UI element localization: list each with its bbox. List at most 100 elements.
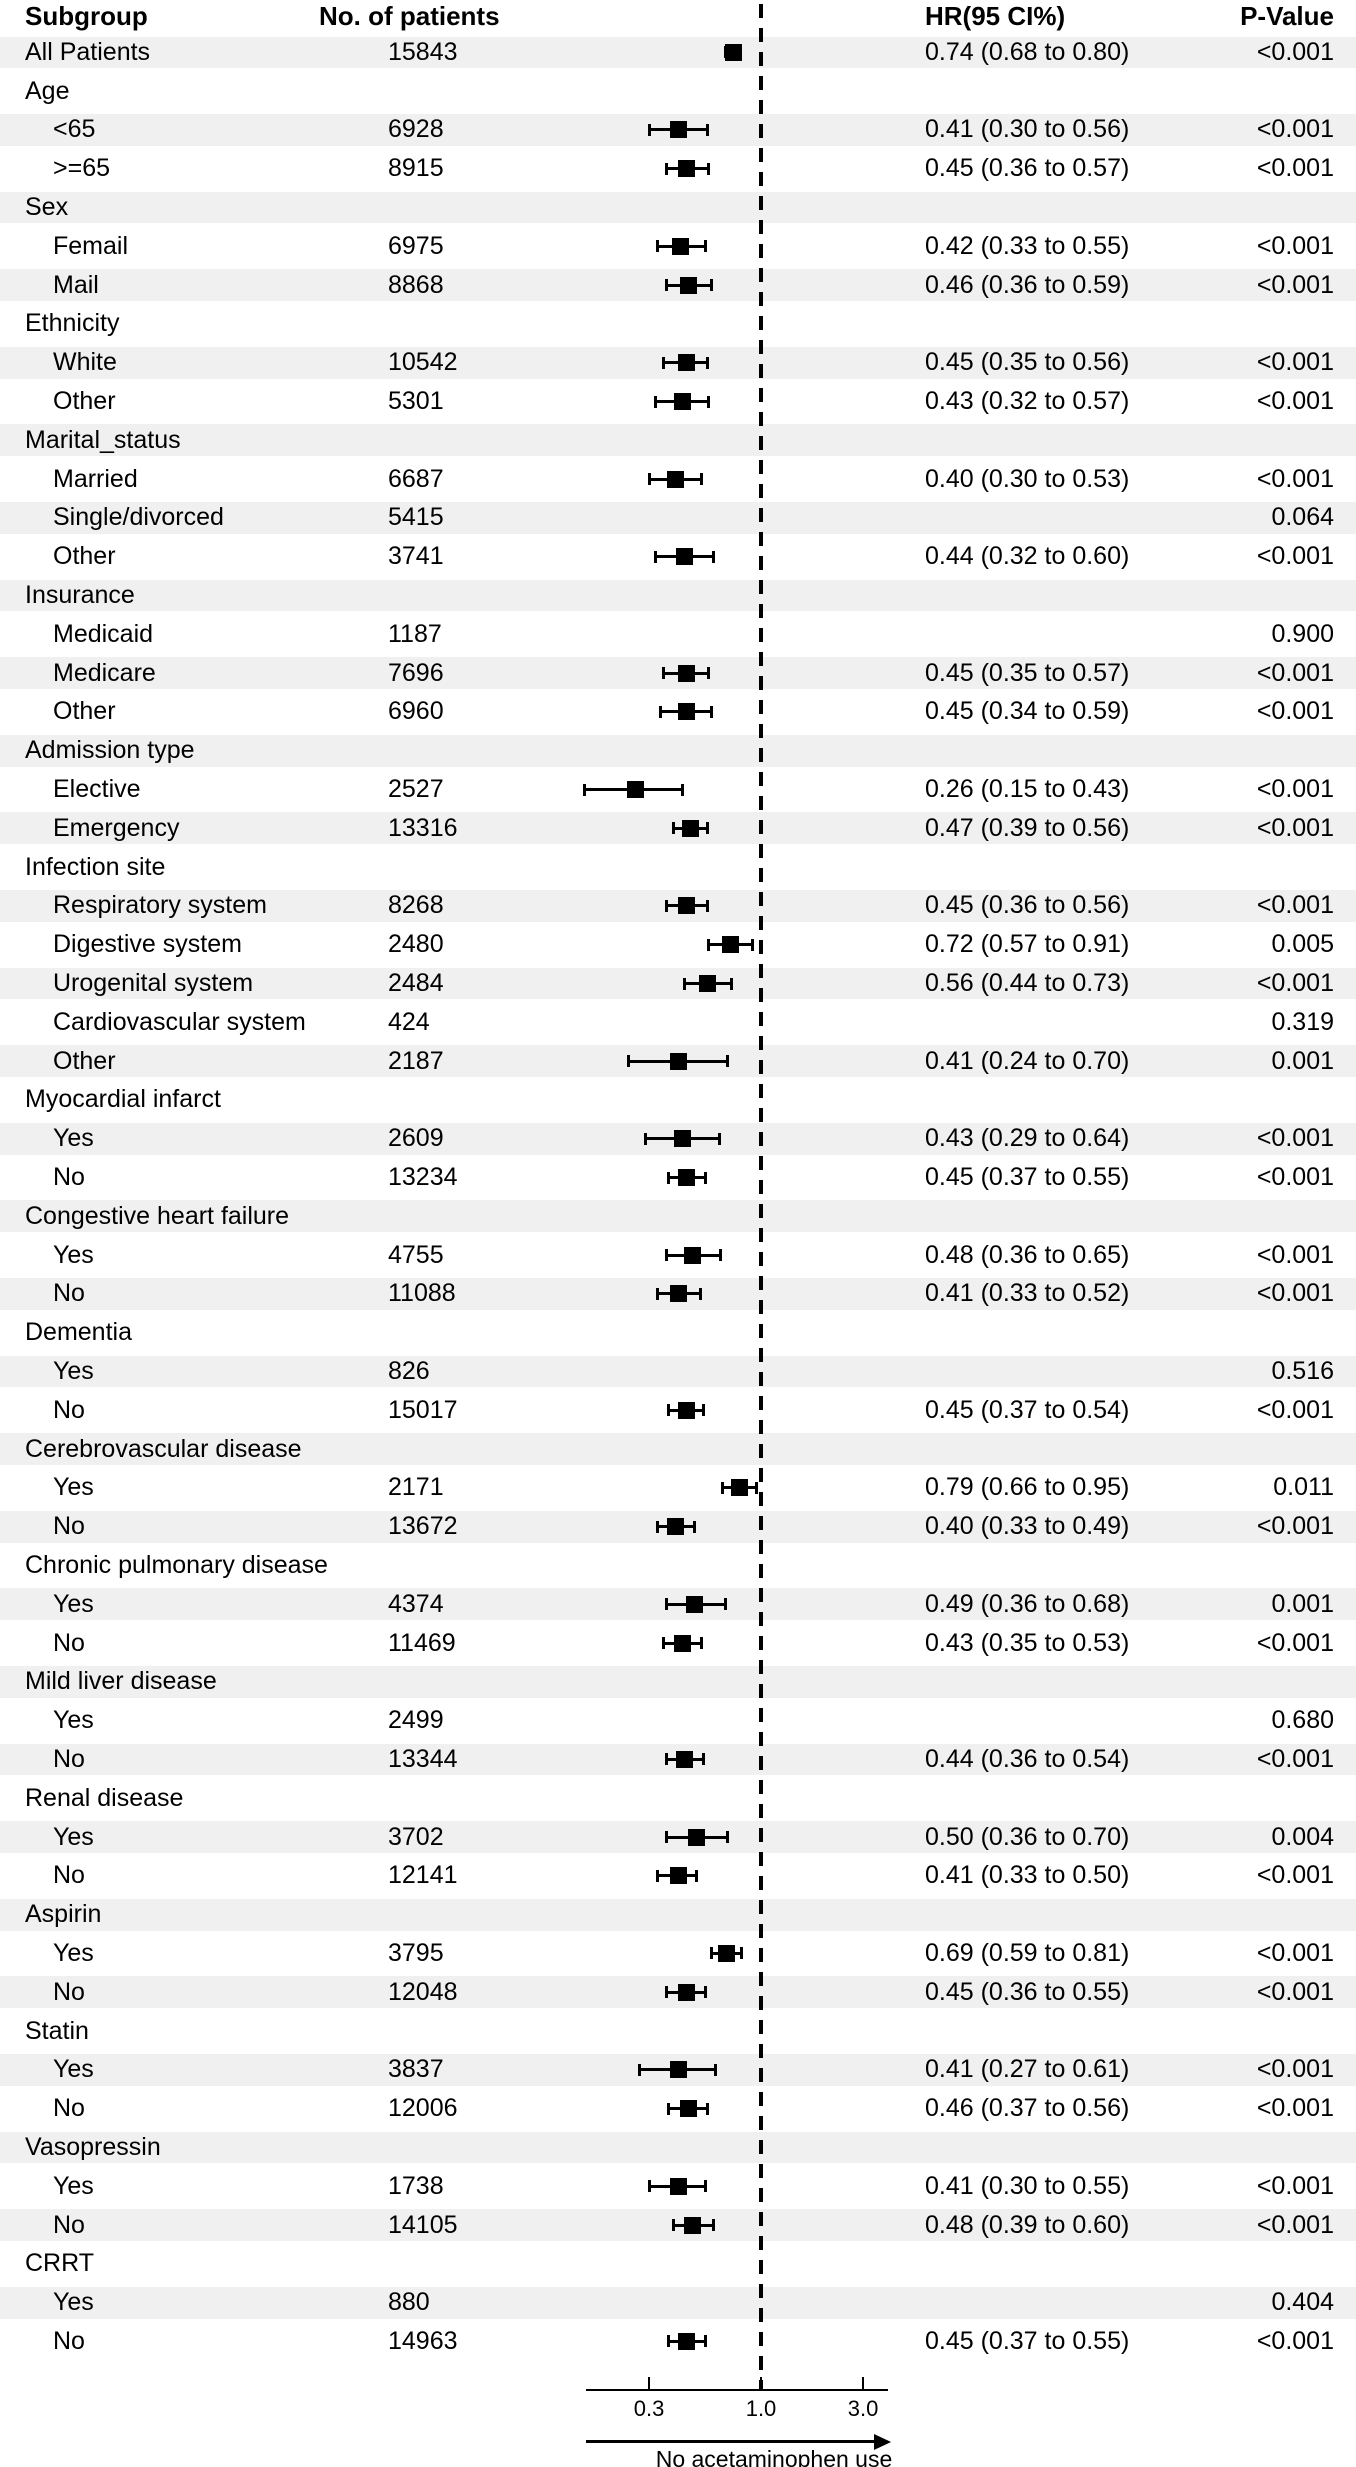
pvalue-cell: <0.001 [1256, 775, 1334, 804]
hr-marker [671, 237, 689, 255]
subgroup-cell: Yes [53, 2171, 94, 2200]
patients-cell: 826 [388, 1356, 430, 1385]
hr-ci-cell: 0.26 (0.15 to 0.43) [925, 775, 1130, 804]
table-row: Elective 2527 0.26 (0.15 to 0.43) <0.001 [0, 770, 1356, 809]
pvalue-cell: <0.001 [1256, 2210, 1334, 2239]
ci-cap-right [705, 899, 709, 912]
table-row: Yes 3837 0.41 (0.27 to 0.61) <0.001 [0, 2050, 1356, 2089]
hr-marker [682, 819, 700, 837]
ci-cap-left [637, 2063, 641, 2076]
plot-cell [560, 1468, 905, 1507]
patients-cell: 11469 [388, 1628, 456, 1657]
section-row: Mild liver disease [0, 1662, 1356, 1701]
ci-cap-left [656, 1869, 660, 1882]
hr-ci-cell: 0.46 (0.36 to 0.59) [925, 270, 1130, 299]
pvalue-cell: <0.001 [1256, 1938, 1334, 1967]
ci-cap-right [707, 395, 711, 408]
subgroup-cell: Yes [53, 1822, 94, 1851]
plot-cell [560, 1899, 905, 1931]
table-row: Respiratory system 8268 0.45 (0.36 to 0.56… [0, 887, 1356, 926]
ci-cap-left [667, 1404, 671, 1417]
pvalue-cell: <0.001 [1256, 2326, 1334, 2355]
plot-cell [560, 1123, 905, 1155]
ci-cap-right [705, 356, 709, 369]
plot-cell [560, 812, 905, 844]
plot-cell [560, 2209, 905, 2241]
table-row: Femail 6975 0.42 (0.33 to 0.55) <0.001 [0, 227, 1356, 266]
hr-marker [698, 975, 716, 993]
plot-cell [560, 1934, 905, 1973]
patients-cell: 4374 [388, 1589, 444, 1618]
pvalue-cell: 0.404 [1271, 2288, 1334, 2317]
subgroup-cell: Emergency [53, 813, 180, 842]
pvalue-cell: 0.064 [1271, 503, 1334, 532]
hr-ci-cell: 0.40 (0.30 to 0.53) [925, 464, 1130, 493]
table-row: Single/divorced 5415 0.064 [0, 499, 1356, 538]
table-row: No 13344 0.44 (0.36 to 0.54) <0.001 [0, 1740, 1356, 1779]
patients-cell: 7696 [388, 658, 444, 687]
subgroup-cell: No [53, 1628, 85, 1657]
ci-cap-right [707, 162, 711, 175]
hr-ci-cell: 0.40 (0.33 to 0.49) [925, 1512, 1130, 1541]
patients-cell: 8868 [388, 270, 444, 299]
table-row: No 13234 0.45 (0.37 to 0.55) <0.001 [0, 1158, 1356, 1197]
subgroup-cell: CRRT [25, 2249, 94, 2278]
pvalue-cell: <0.001 [1256, 37, 1334, 66]
x-axis-tick [648, 2377, 651, 2389]
subgroup-cell: Age [25, 76, 70, 105]
pvalue-cell: <0.001 [1256, 891, 1334, 920]
pvalue-cell: 0.319 [1271, 1007, 1334, 1036]
pvalue-cell: <0.001 [1256, 1861, 1334, 1890]
ci-cap-left [667, 2102, 671, 2115]
ci-cap-left [710, 1947, 714, 1960]
patients-cell: 8915 [388, 154, 444, 183]
direction-arrow-shaft [586, 2440, 876, 2443]
patients-cell: 2499 [388, 1706, 444, 1735]
patients-cell: 3741 [388, 542, 444, 571]
hr-ci-cell: 0.45 (0.36 to 0.55) [925, 1977, 1130, 2006]
plot-cell [560, 2089, 905, 2128]
plot-cell [560, 1546, 905, 1585]
col-header-pvalue: P-Value [1240, 1, 1334, 31]
table-row: All Patients 15843 0.74 (0.68 to 0.80) <0.0… [0, 33, 1356, 72]
hr-ci-cell: 0.41 (0.27 to 0.61) [925, 2055, 1130, 2084]
ci-cap-right [719, 1249, 723, 1262]
hr-ci-cell: 0.45 (0.37 to 0.54) [925, 1395, 1130, 1424]
plot-cell [560, 693, 905, 732]
plot-cell [560, 657, 905, 689]
direction-arrow-head [874, 2433, 891, 2450]
pvalue-cell: 0.900 [1271, 619, 1334, 648]
ci-cap-left [664, 1753, 668, 1766]
pvalue-cell: <0.001 [1256, 270, 1334, 299]
table-row: Other 5301 0.43 (0.32 to 0.57) <0.001 [0, 382, 1356, 421]
ci-cap-right [695, 1869, 699, 1882]
subgroup-cell: Urogenital system [53, 969, 254, 998]
plot-cell [560, 1158, 905, 1197]
hr-ci-cell: 0.56 (0.44 to 0.73) [925, 969, 1130, 998]
hr-ci-cell: 0.74 (0.68 to 0.80) [925, 37, 1130, 66]
subgroup-cell: Dementia [25, 1318, 132, 1347]
hr-marker [678, 160, 696, 178]
plot-cell [560, 1701, 905, 1740]
subgroup-cell: Yes [53, 2288, 94, 2317]
table-row: Yes 1738 0.41 (0.30 to 0.55) <0.001 [0, 2167, 1356, 2206]
ci-cap-left [656, 240, 660, 253]
patients-cell: 13672 [388, 1512, 458, 1541]
plot-cell [560, 537, 905, 576]
hr-marker [678, 897, 696, 915]
plot-cell [560, 1200, 905, 1232]
ci-cap-right [702, 1753, 706, 1766]
plot-cell [560, 735, 905, 767]
ci-cap-right [750, 938, 754, 951]
table-row: No 12006 0.46 (0.37 to 0.56) <0.001 [0, 2089, 1356, 2128]
hr-ci-cell: 0.41 (0.30 to 0.56) [925, 115, 1130, 144]
plot-cell [560, 615, 905, 654]
patients-cell: 3702 [388, 1822, 444, 1851]
plot-cell [560, 72, 905, 111]
hr-ci-cell: 0.41 (0.24 to 0.70) [925, 1046, 1130, 1075]
hr-ci-cell: 0.44 (0.36 to 0.54) [925, 1744, 1130, 1773]
plot-cell [560, 1624, 905, 1663]
ci-cap-left [720, 1481, 724, 1494]
patients-cell: 880 [388, 2288, 430, 2317]
